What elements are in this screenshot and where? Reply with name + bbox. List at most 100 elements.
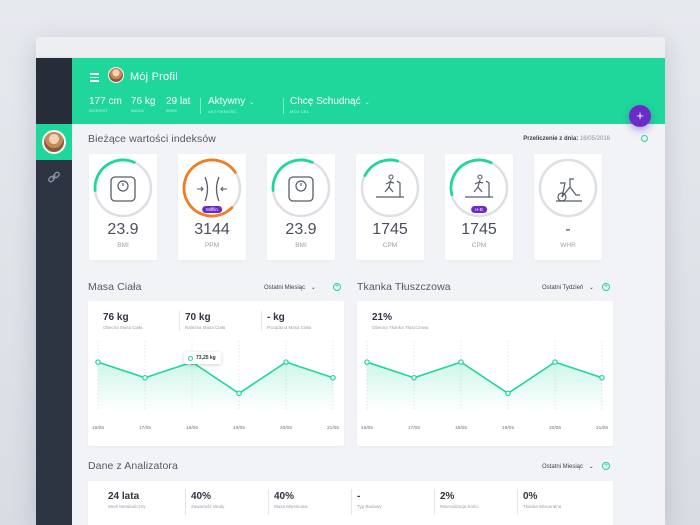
- analyzer-metric: 40% Zawartość Wody: [191, 491, 225, 509]
- masa-add-icon[interactable]: +: [333, 283, 341, 291]
- gauge-ring: [271, 158, 331, 218]
- data-point: [330, 374, 336, 381]
- index-value: 23.9: [285, 221, 317, 238]
- gauge-ring: [182, 158, 242, 218]
- analyzer-metric: 24 lata Wiek Metaboliczny: [108, 491, 146, 509]
- treadmill-icon: [465, 174, 493, 198]
- x-tick-label: 19/05: [233, 425, 245, 431]
- analizator-add-icon[interactable]: +: [602, 462, 610, 470]
- avatar: [42, 130, 66, 154]
- tkanka-add-icon[interactable]: +: [602, 283, 610, 291]
- series-line: [366, 361, 603, 395]
- sidebar-item-profile[interactable]: [36, 124, 72, 160]
- index-card[interactable]: 23.9 BMI: [89, 154, 157, 260]
- series-area: [98, 362, 333, 411]
- profile-header: Mój Profil 177 cm WZROST 76 kg WAGA 29 l…: [72, 58, 665, 124]
- index-card[interactable]: 23.9 BMI: [267, 154, 335, 260]
- x-tick-label: 16/05: [92, 425, 104, 431]
- activity-select[interactable]: Aktywny ⌄ AKTYWNOŚĆ: [208, 96, 255, 114]
- stat-weight: 76 kg WAGA: [131, 96, 156, 113]
- x-tick-label: 20/05: [280, 425, 292, 431]
- x-tick-label: 21/05: [327, 425, 339, 431]
- data-point: [142, 374, 148, 381]
- analizator-card: 24 lata Wiek Metaboliczny 40% Zawartość Wod…: [88, 481, 613, 525]
- tkanka-title: Tkanka Tłuszczowa: [357, 281, 451, 293]
- masa-metric: - kg Pożądana Masa Ciała: [267, 312, 312, 330]
- scale-icon: [288, 176, 314, 202]
- index-label: PPM: [204, 242, 220, 249]
- sidebar-top: [36, 58, 72, 124]
- chevron-down-icon: ⌄: [249, 100, 255, 106]
- gauge-progress: [93, 158, 153, 218]
- masa-chart: 16/05 17/05 18/05 19/05 20/05 21/05: [92, 341, 339, 431]
- x-tick-label: 18/05: [186, 425, 198, 431]
- index-label: BMI: [117, 242, 129, 249]
- data-point: [599, 374, 605, 381]
- index-label: BMI: [295, 242, 307, 249]
- gauge-ring: [449, 158, 509, 218]
- data-point: [505, 390, 511, 397]
- index-label: WHR: [560, 242, 576, 249]
- header-avatar: [108, 67, 124, 83]
- gauge-progress: [182, 158, 242, 218]
- data-point: [95, 359, 101, 365]
- chart-tooltip: 73,25 kg: [184, 352, 221, 364]
- analyzer-metric: 0% Tkanka Wisceralna: [523, 491, 562, 509]
- data-point: [364, 359, 370, 365]
- chevron-down-icon: ⌄: [364, 100, 370, 106]
- scale-icon: [110, 176, 136, 202]
- recalc-date: Przeliczenie z dnia: 16/05/2016: [523, 136, 610, 142]
- tkanka-filter[interactable]: Ostatni Tydzień ⌄: [542, 285, 594, 291]
- index-value: 3144: [194, 221, 230, 238]
- x-tick-label: 20/05: [549, 425, 561, 431]
- bike-icon: [556, 178, 582, 202]
- sidebar-item-link[interactable]: [36, 160, 72, 194]
- link-icon: [48, 171, 60, 183]
- chevron-down-icon: ⌄: [588, 464, 594, 470]
- add-button[interactable]: +: [629, 105, 651, 127]
- x-tick-label: 16/05: [361, 425, 373, 431]
- chevron-down-icon: ⌄: [310, 285, 316, 291]
- goal-select[interactable]: Chcę Schudnąć ⌄ MÓJ CEL: [290, 96, 370, 114]
- index-value: 23.9: [107, 221, 139, 238]
- analyzer-metric: 2% Mineralizacja Kości: [440, 491, 479, 509]
- index-card[interactable]: H-B 1745 CPM: [445, 154, 513, 260]
- data-point: [236, 390, 242, 397]
- tkanka-metric: 21% Obecna Tkanka Tłuszczowa: [372, 312, 429, 330]
- data-point: [411, 374, 417, 381]
- data-point: [458, 359, 464, 365]
- series-line: [97, 361, 334, 395]
- analizator-filter[interactable]: Ostatni Miesiąc ⌄: [542, 464, 594, 470]
- data-point: [283, 359, 289, 365]
- tkanka-card: 21% Obecna Tkanka Tłuszczowa 16/05 17/05 1…: [357, 301, 613, 446]
- gauge-progress: [271, 158, 331, 218]
- gauge-progress: [449, 158, 509, 218]
- refresh-icon[interactable]: [641, 135, 648, 142]
- tkanka-chart: 16/05 17/05 18/05 19/05 20/05 21/05: [361, 341, 608, 431]
- series-area: [367, 362, 602, 411]
- analyzer-metric: - Typ Budowy: [357, 491, 382, 509]
- analyzer-metric: 40% Masa Mięśniowa: [274, 491, 308, 509]
- index-card[interactable]: - WHR: [534, 154, 602, 260]
- page-title: Mój Profil: [130, 71, 178, 83]
- masa-metric: 76 kg Obecna Masa Ciała: [103, 312, 143, 330]
- treadmill-icon: [376, 174, 404, 198]
- x-tick-label: 21/05: [596, 425, 608, 431]
- analizator-title: Dane z Analizatora: [88, 460, 178, 472]
- masa-title: Masa Ciała: [88, 281, 142, 293]
- index-value: 1745: [372, 221, 408, 238]
- gauge-ring: [360, 158, 420, 218]
- x-tick-label: 18/05: [455, 425, 467, 431]
- formula-badge: H-B: [471, 206, 487, 213]
- index-card[interactable]: 1745 CPM: [356, 154, 424, 260]
- index-card[interactable]: Mifflin 3144 PPM: [178, 154, 246, 260]
- gauge-progress: [360, 158, 420, 218]
- masa-filter[interactable]: Ostatni Miesiąc ⌄: [264, 285, 316, 291]
- x-tick-label: 17/05: [139, 425, 151, 431]
- window-titlebar: [36, 37, 665, 58]
- masa-metric: 70 kg Należna Masa Ciała: [185, 312, 226, 330]
- formula-badge: Mifflin: [202, 206, 222, 213]
- app-window: Mój Profil 177 cm WZROST 76 kg WAGA 29 l…: [36, 37, 665, 525]
- menu-icon[interactable]: [90, 73, 99, 84]
- x-tick-label: 19/05: [502, 425, 514, 431]
